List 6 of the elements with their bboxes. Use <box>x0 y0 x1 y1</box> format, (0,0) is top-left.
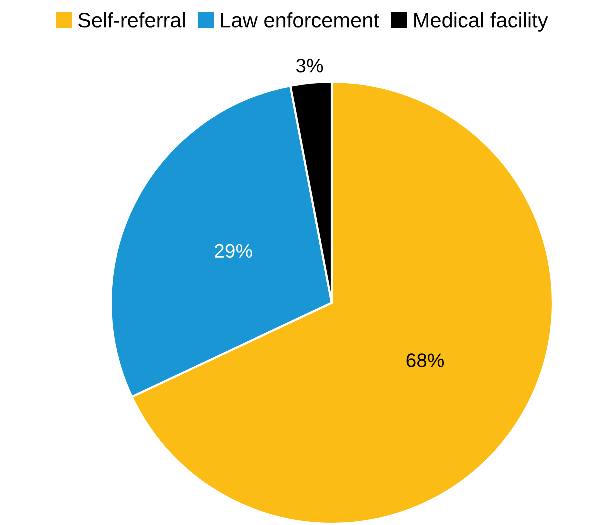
legend-label: Self-referral <box>78 12 185 28</box>
data-label: 68% <box>406 354 444 368</box>
data-label: 29% <box>215 244 252 258</box>
legend-label: Law enforcement <box>221 12 380 28</box>
legend-label: Medical facility <box>414 12 548 32</box>
data-label: 3% <box>296 59 324 73</box>
